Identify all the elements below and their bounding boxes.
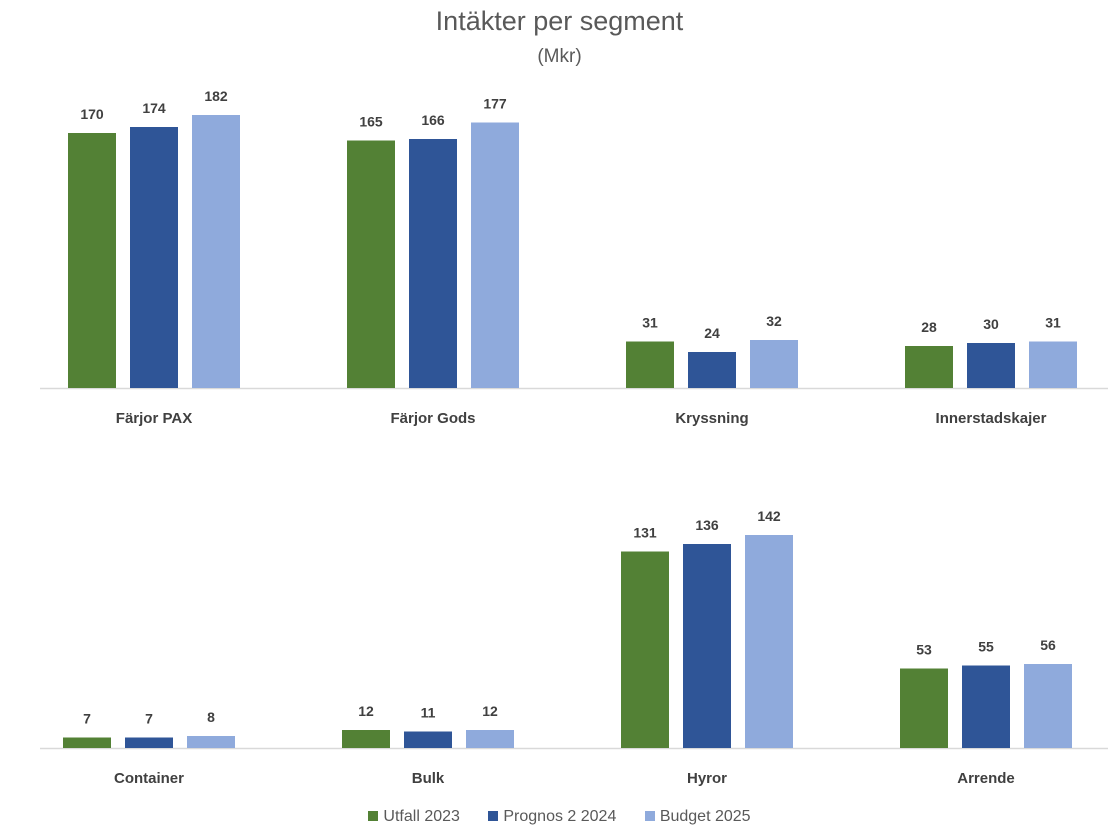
data-label-farjor-gods-utfall-2023: 165 — [359, 114, 383, 130]
legend-swatch-utfall-2023 — [368, 811, 379, 821]
bar-farjor-pax-prognos-2-2024 — [130, 127, 178, 388]
bar-farjor-gods-prognos-2-2024 — [409, 139, 457, 388]
legend-item-utfall-2023: Utfall 2023 — [368, 808, 460, 826]
category-label-hyror: Hyror — [687, 770, 727, 787]
data-label-farjor-pax-prognos-2-2024: 174 — [142, 100, 166, 116]
category-label-farjor-pax: Färjor PAX — [116, 410, 192, 427]
legend-swatch-prognos-2-2024 — [488, 811, 499, 821]
bar-farjor-gods-utfall-2023 — [347, 140, 395, 388]
data-label-hyror-utfall-2023: 131 — [633, 525, 657, 541]
data-label-innerstadskajer-prognos-2-2024: 30 — [983, 316, 999, 332]
bar-kryssning-prognos-2-2024 — [688, 352, 736, 388]
bar-hyror-budget-2025 — [745, 535, 793, 748]
bar-arrende-budget-2025 — [1024, 664, 1072, 748]
data-label-arrende-utfall-2023: 53 — [916, 642, 932, 658]
category-label-innerstadskajer: Innerstadskajer — [936, 410, 1047, 427]
data-label-farjor-pax-utfall-2023: 170 — [80, 106, 104, 122]
chart-title: Intäkter per segment — [435, 6, 684, 36]
bar-bulk-utfall-2023 — [342, 730, 390, 748]
bar-kryssning-budget-2025 — [750, 340, 798, 388]
data-label-container-budget-2025: 8 — [207, 709, 215, 725]
category-label-farjor-gods: Färjor Gods — [390, 410, 475, 427]
bar-innerstadskajer-prognos-2-2024 — [967, 343, 1015, 388]
bar-bulk-prognos-2-2024 — [404, 731, 452, 748]
data-label-farjor-gods-budget-2025: 177 — [483, 96, 507, 112]
legend-label-utfall-2023: Utfall 2023 — [383, 808, 460, 825]
bar-farjor-gods-budget-2025 — [471, 122, 519, 388]
data-label-container-utfall-2023: 7 — [83, 711, 91, 727]
bar-arrende-prognos-2-2024 — [962, 665, 1010, 748]
category-label-arrende: Arrende — [957, 770, 1015, 787]
bar-kryssning-utfall-2023 — [626, 341, 674, 388]
data-label-bulk-prognos-2-2024: 11 — [421, 705, 436, 721]
legend-item-budget-2025: Budget 2025 — [644, 808, 751, 826]
bar-chart: 170 174 182 Färjor PAX 165 166 177 Färjor Gods 3… — [40, 88, 1108, 787]
bar-farjor-pax-utfall-2023 — [68, 133, 116, 388]
bar-container-utfall-2023 — [63, 737, 111, 748]
category-label-bulk: Bulk — [412, 770, 445, 787]
legend-item-prognos-2-2024: Prognos 2 2024 — [488, 808, 616, 826]
legend-label-prognos-2-2024: Prognos 2 2024 — [503, 808, 617, 825]
bar-farjor-pax-budget-2025 — [192, 115, 240, 388]
bar-hyror-utfall-2023 — [621, 551, 669, 748]
data-label-bulk-budget-2025: 12 — [482, 703, 498, 719]
data-label-bulk-utfall-2023: 12 — [358, 703, 374, 719]
chart-subtitle: (Mkr) — [537, 46, 582, 67]
data-label-kryssning-utfall-2023: 31 — [642, 315, 658, 331]
bar-container-budget-2025 — [187, 736, 235, 748]
legend: Utfall 2023 Prognos 2 2024 Budget 2025 — [0, 808, 1119, 826]
data-label-kryssning-budget-2025: 32 — [766, 313, 782, 329]
data-label-hyror-budget-2025: 142 — [757, 508, 781, 524]
legend-swatch-budget-2025 — [644, 811, 655, 821]
data-label-farjor-pax-budget-2025: 182 — [204, 88, 228, 104]
category-label-container: Container — [114, 770, 184, 787]
bar-innerstadskajer-utfall-2023 — [905, 346, 953, 388]
bar-arrende-utfall-2023 — [900, 668, 948, 748]
bar-container-prognos-2-2024 — [125, 737, 173, 748]
bar-bulk-budget-2025 — [466, 730, 514, 748]
data-label-farjor-gods-prognos-2-2024: 166 — [421, 112, 445, 128]
legend-label-budget-2025: Budget 2025 — [659, 808, 751, 825]
bar-innerstadskajer-budget-2025 — [1029, 341, 1077, 388]
data-label-container-prognos-2-2024: 7 — [145, 711, 153, 727]
data-label-arrende-budget-2025: 56 — [1040, 637, 1056, 653]
bar-hyror-prognos-2-2024 — [683, 544, 731, 748]
data-label-kryssning-prognos-2-2024: 24 — [704, 325, 720, 341]
data-label-hyror-prognos-2-2024: 136 — [695, 517, 719, 533]
data-label-innerstadskajer-utfall-2023: 28 — [921, 319, 937, 335]
data-label-arrende-prognos-2-2024: 55 — [978, 639, 994, 655]
data-label-innerstadskajer-budget-2025: 31 — [1045, 315, 1061, 331]
category-label-kryssning: Kryssning — [675, 410, 748, 427]
